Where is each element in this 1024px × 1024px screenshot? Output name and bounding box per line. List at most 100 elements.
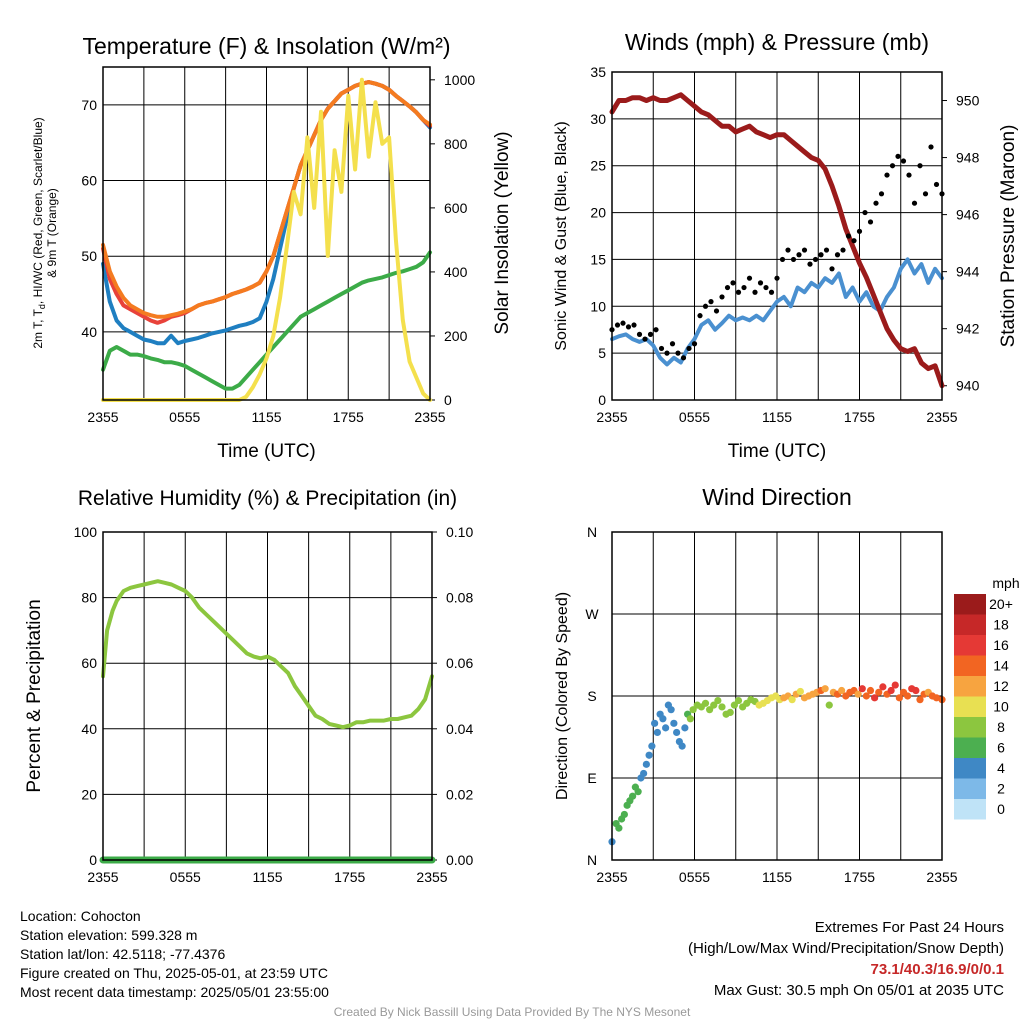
dir-point <box>866 686 875 695</box>
wind-gust-point <box>658 345 665 352</box>
wind-gust-point <box>796 252 802 258</box>
legend-label: 6 <box>997 740 1005 756</box>
extremes-values: 73.1/40.3/16.9/0/0.1 <box>870 961 1004 978</box>
extremes-info: Extremes For Past 24 Hours (High/Low/Max… <box>688 917 1004 1001</box>
dir-point <box>651 719 659 727</box>
wind-y2-tick-label: 946 <box>956 207 980 223</box>
dir-point <box>640 769 648 778</box>
wind-y-tick-label: 35 <box>590 64 606 80</box>
dir-point <box>932 694 941 702</box>
temp-x-tick-label: 1755 <box>333 409 364 425</box>
wind-gust-point <box>614 322 621 328</box>
wind-gust-point <box>873 200 879 206</box>
wind-y-axis-label: Sonic Wind & Gust (Blue, Black) <box>553 121 570 350</box>
temp-y-tick-label: 60 <box>81 173 97 189</box>
dir-y-tick-label: E <box>587 770 596 786</box>
temp-y-tick-label: 40 <box>81 324 97 340</box>
dir-point <box>686 715 694 723</box>
wind-gust-point <box>785 247 791 253</box>
dir-x-tick-label: 2355 <box>926 869 957 885</box>
wind-gust-point <box>752 289 758 295</box>
dir-point <box>916 696 924 704</box>
temp-y2-tick-label: 400 <box>444 264 468 280</box>
temp-y2-axis-label: Solar Insolation (Yellow) <box>492 131 513 334</box>
dir-point <box>634 788 642 796</box>
legend-label: 8 <box>997 719 1005 735</box>
rh-y2-tick-label: 0.06 <box>446 655 473 671</box>
wind-x-tick-label: 2355 <box>596 409 627 425</box>
wind-gust-point <box>856 228 863 234</box>
legend-label: 16 <box>993 637 1009 653</box>
rh-y-tick-label: 40 <box>81 721 97 737</box>
temp-x-axis-label: Time (UTC) <box>217 441 316 462</box>
wind-x-tick-label: 1155 <box>762 409 792 425</box>
wind-y2-tick-label: 940 <box>956 378 980 394</box>
rh-y-axis-label: Percent & Precipitation <box>24 599 45 792</box>
dir-point <box>825 701 833 709</box>
legend-label: 20+ <box>989 596 1013 612</box>
location-text: Location: Cohocton <box>20 908 141 924</box>
wind-y-tick-label: 25 <box>590 158 606 174</box>
wind-gust-point <box>642 336 648 342</box>
dir-point <box>662 724 670 732</box>
wind-gust-point <box>884 172 890 178</box>
max-gust-text: Max Gust: 30.5 mph On 05/01 at 2035 UTC <box>713 982 1004 999</box>
wind-gust-point <box>922 191 929 197</box>
dir-point <box>879 683 887 691</box>
temp-y2-tick-label: 800 <box>444 136 468 152</box>
wind-gust-point <box>840 247 846 253</box>
wind-gust-point <box>735 289 742 295</box>
wind-gust-point <box>807 261 813 267</box>
dir-point <box>912 686 920 695</box>
wind-gust-point <box>774 275 780 281</box>
wind-y-tick-label: 0 <box>598 392 606 408</box>
wind-gust-point <box>664 350 670 356</box>
dir-point <box>653 728 661 737</box>
wind-gust-point <box>697 313 703 319</box>
wind-y-tick-label: 5 <box>598 345 606 361</box>
legend-swatch <box>954 778 986 799</box>
wind-gust-point <box>686 345 692 352</box>
temp-y-tick-label: 50 <box>81 248 97 264</box>
wind-gust-point <box>724 284 731 291</box>
wind-gust-point <box>823 247 830 253</box>
wind-gust-point <box>675 350 681 356</box>
dir-point <box>642 760 650 768</box>
dir-point <box>734 696 743 705</box>
legend-swatch <box>954 614 986 635</box>
dir-point <box>730 701 738 709</box>
wind-gust-point <box>708 299 714 305</box>
wind-gust-point <box>669 341 676 347</box>
wind-gust-point <box>818 252 824 258</box>
wind-gust-point <box>862 209 868 216</box>
temp-y-axis-label-line2: & 9m T (Orange) <box>45 188 59 278</box>
legend-label: 18 <box>993 617 1009 633</box>
elevation-text: Station elevation: 599.328 m <box>20 927 198 943</box>
legend-swatch <box>954 594 986 615</box>
dir-point <box>701 699 710 707</box>
wind-gust-point <box>933 181 940 188</box>
dir-x-tick-label: 0555 <box>679 869 710 885</box>
temp-plot-border <box>102 66 431 401</box>
credit-text: Created By Nick Bassill Using Data Provi… <box>333 1005 691 1019</box>
wind-gust-point <box>790 256 797 263</box>
dir-point <box>887 686 895 695</box>
dir-point <box>862 692 870 700</box>
wind-plot-border <box>611 71 943 401</box>
rh-y-tick-label: 0 <box>89 852 97 868</box>
temp-x-tick-label: 0555 <box>169 409 200 425</box>
wind-y2-tick-label: 950 <box>956 93 980 109</box>
rh-y-tick-label: 100 <box>74 524 98 540</box>
dir-point <box>629 792 637 800</box>
legend-label: 10 <box>993 699 1009 715</box>
recent-data-text: Most recent data timestamp: 2025/05/01 2… <box>20 984 329 1000</box>
wind-y-tick-label: 20 <box>590 205 606 221</box>
rh-series-line-0 <box>101 579 434 730</box>
legend-label: 2 <box>997 781 1005 797</box>
wind-x-tick-label: 0555 <box>679 409 710 425</box>
wind-gust-point <box>636 331 643 337</box>
wind-y2-tick-label: 948 <box>956 150 980 166</box>
dir-x-tick-label: 1155 <box>762 869 792 885</box>
wind-x-tick-label: 2355 <box>926 409 957 425</box>
